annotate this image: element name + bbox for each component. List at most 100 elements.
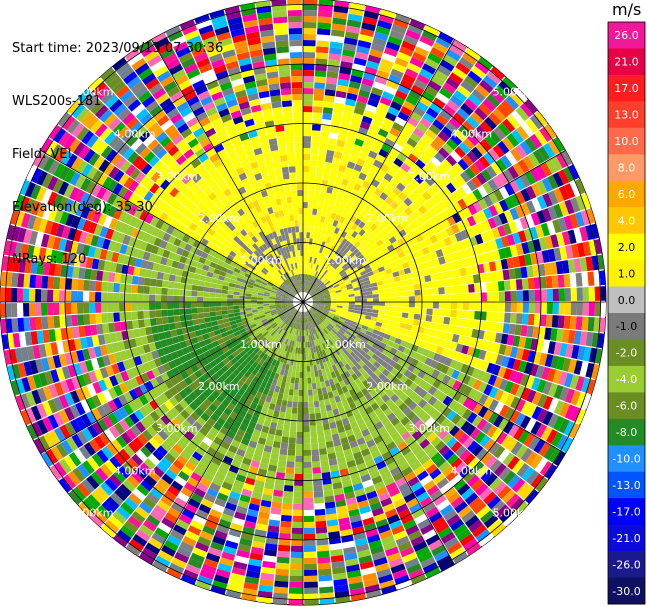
range-gate xyxy=(315,172,323,180)
range-gate xyxy=(370,380,378,389)
range-gate xyxy=(47,316,55,329)
range-gate xyxy=(336,400,344,409)
range-gate xyxy=(312,303,319,305)
range-gate xyxy=(390,227,399,236)
range-gate xyxy=(504,302,511,313)
range-gate xyxy=(341,325,349,331)
range-gate xyxy=(314,278,320,285)
range-gate xyxy=(352,348,360,356)
range-gate xyxy=(445,77,460,90)
range-gate xyxy=(346,19,362,28)
range-gate xyxy=(399,79,413,90)
range-gate xyxy=(365,287,373,292)
range-gate xyxy=(466,412,478,424)
range-gate xyxy=(600,302,606,317)
range-gate xyxy=(474,233,484,245)
range-gate xyxy=(276,556,290,564)
range-gate xyxy=(384,344,393,352)
range-gate xyxy=(319,454,329,462)
range-gate xyxy=(289,569,303,576)
range-gate xyxy=(471,65,486,80)
range-gate xyxy=(525,418,537,433)
range-gate xyxy=(432,294,439,302)
range-gate xyxy=(376,239,384,247)
range-gate xyxy=(53,302,60,316)
range-gate xyxy=(420,302,427,308)
range-gate xyxy=(306,311,309,318)
range-gate xyxy=(149,302,156,311)
range-gate xyxy=(347,228,355,236)
range-gate xyxy=(348,302,355,305)
range-gate xyxy=(308,322,312,330)
range-gate xyxy=(318,574,333,582)
range-gate xyxy=(456,528,472,542)
range-gate xyxy=(351,365,359,373)
range-gate xyxy=(233,302,240,306)
range-gate xyxy=(338,318,346,323)
range-gate xyxy=(291,539,303,546)
range-gate xyxy=(500,155,513,169)
range-gate xyxy=(310,148,319,155)
range-gate xyxy=(542,142,556,159)
range-gate xyxy=(371,286,379,291)
range-gate xyxy=(429,421,440,432)
range-gate xyxy=(422,402,433,413)
range-gate xyxy=(342,294,349,298)
range-gate xyxy=(408,245,417,254)
range-gate xyxy=(328,339,334,346)
range-gate xyxy=(312,297,319,300)
range-gate xyxy=(337,367,344,375)
range-gate xyxy=(345,454,355,463)
range-gate xyxy=(455,318,463,327)
range-gate xyxy=(296,437,303,444)
range-gate xyxy=(457,259,466,269)
range-gate xyxy=(185,296,192,302)
range-gate xyxy=(309,309,314,315)
range-gate xyxy=(308,244,312,251)
range-gate xyxy=(370,192,379,202)
range-gate xyxy=(313,333,318,340)
range-gate xyxy=(452,351,461,361)
range-gate xyxy=(380,122,392,133)
range-gate xyxy=(474,431,486,444)
range-gate xyxy=(453,429,465,441)
range-gate xyxy=(416,73,431,85)
range-gate xyxy=(367,54,382,64)
range-gate xyxy=(383,476,395,487)
range-gate xyxy=(503,280,511,291)
range-gate xyxy=(339,159,349,167)
range-gate xyxy=(462,195,473,207)
range-gate xyxy=(167,288,174,296)
range-gate xyxy=(476,465,489,479)
range-gate xyxy=(438,239,447,249)
range-gate xyxy=(443,278,451,287)
range-gate xyxy=(326,224,333,231)
range-gate xyxy=(382,187,392,196)
range-gate xyxy=(310,443,319,450)
range-gate xyxy=(318,304,325,307)
range-gate xyxy=(515,125,529,141)
range-gate xyxy=(384,292,391,298)
range-gate xyxy=(305,268,309,275)
range-gate xyxy=(335,340,342,347)
range-gate xyxy=(414,513,428,525)
range-gate xyxy=(382,376,391,386)
range-gate xyxy=(458,466,472,479)
range-gate xyxy=(327,285,334,290)
range-gate xyxy=(539,314,547,327)
range-gate xyxy=(509,91,524,106)
range-gate xyxy=(547,413,559,429)
range-gate xyxy=(418,340,427,349)
range-gate xyxy=(304,551,317,558)
range-gate xyxy=(342,297,349,300)
range-gate xyxy=(327,391,334,399)
range-gate xyxy=(303,64,315,71)
range-gate xyxy=(438,287,445,295)
range-gate xyxy=(379,403,389,412)
range-gate xyxy=(345,330,352,336)
range-gate xyxy=(461,318,469,328)
range-gate xyxy=(587,271,595,286)
range-gate xyxy=(324,89,336,97)
range-gate xyxy=(59,290,66,302)
range-gate xyxy=(500,99,515,114)
